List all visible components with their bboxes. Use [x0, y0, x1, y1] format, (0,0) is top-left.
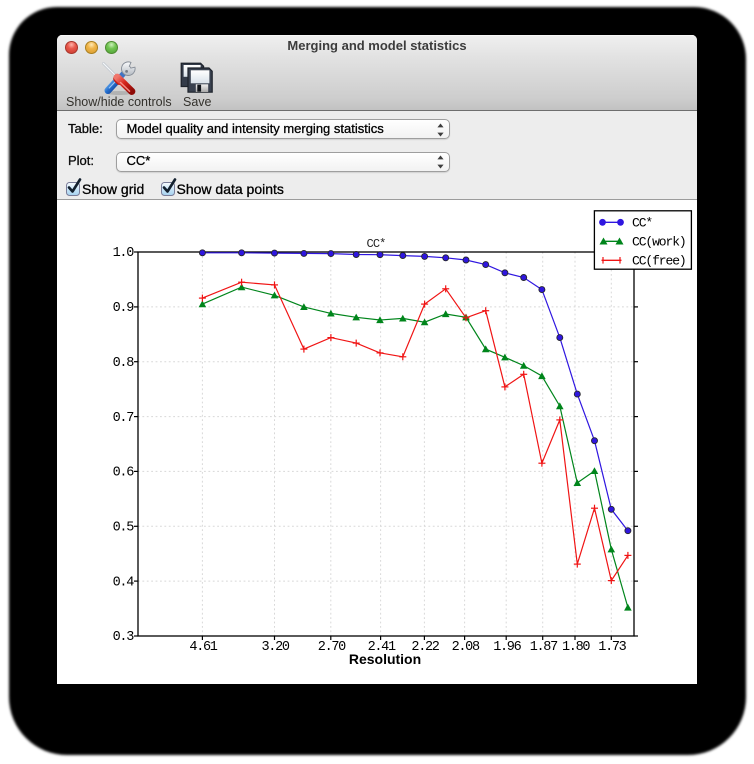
svg-text:0.4: 0.4: [113, 575, 135, 590]
svg-text:CC*: CC*: [367, 237, 386, 251]
svg-text:2.70: 2.70: [318, 640, 346, 655]
svg-text:CC*: CC*: [632, 216, 652, 231]
svg-text:1.96: 1.96: [493, 640, 521, 655]
svg-text:3.20: 3.20: [261, 640, 289, 655]
svg-text:CC(work): CC(work): [632, 235, 686, 250]
svg-text:0.3: 0.3: [113, 630, 135, 645]
svg-text:CC(free): CC(free): [632, 254, 686, 269]
svg-text:2.41: 2.41: [368, 640, 396, 655]
svg-text:1.80: 1.80: [562, 640, 590, 655]
svg-text:0.8: 0.8: [113, 356, 135, 371]
svg-text:4.61: 4.61: [189, 640, 217, 655]
svg-text:0.5: 0.5: [113, 521, 135, 536]
svg-text:1.0: 1.0: [113, 246, 135, 261]
svg-text:1.87: 1.87: [530, 640, 558, 655]
svg-text:0.9: 0.9: [113, 301, 135, 316]
svg-text:Resolution: Resolution: [349, 651, 421, 667]
svg-text:0.6: 0.6: [113, 466, 135, 481]
svg-text:2.22: 2.22: [411, 640, 439, 655]
svg-text:0.7: 0.7: [113, 411, 135, 426]
svg-text:2.08: 2.08: [452, 640, 480, 655]
svg-text:1.73: 1.73: [598, 640, 626, 655]
